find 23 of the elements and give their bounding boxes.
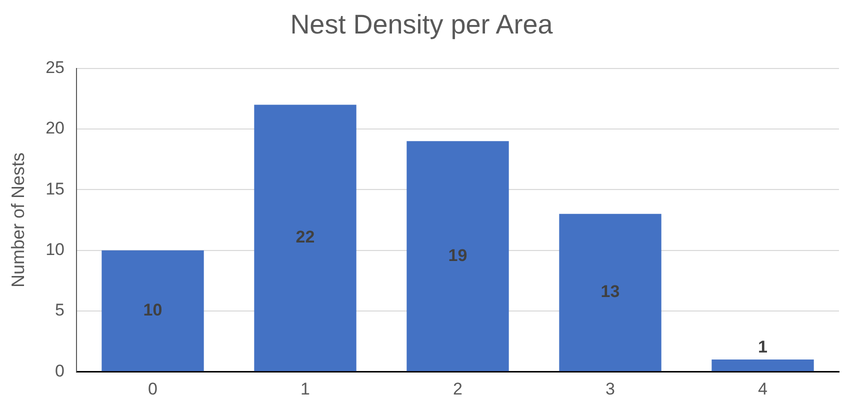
x-tick-label: 2 — [453, 379, 462, 398]
data-label: 1 — [758, 338, 768, 357]
x-tick-label: 4 — [758, 379, 768, 398]
y-tick-label: 25 — [46, 58, 65, 78]
bar — [559, 214, 662, 372]
data-label: 19 — [448, 246, 468, 265]
data-label: 13 — [600, 282, 620, 302]
y-tick-label: 5 — [55, 300, 65, 320]
x-tick-label: 3 — [606, 379, 615, 398]
bar — [102, 250, 204, 372]
bar — [406, 141, 509, 372]
data-label: 22 — [296, 228, 315, 247]
y-tick-label: 10 — [46, 240, 65, 260]
x-tick-label: 1 — [300, 379, 310, 398]
y-tick-label: 20 — [46, 118, 65, 138]
bar — [254, 104, 356, 372]
y-axis-title: Number of Nests — [8, 152, 28, 288]
bar — [712, 359, 814, 372]
x-tick-label: 0 — [148, 379, 158, 398]
y-tick-label: 15 — [46, 179, 65, 198]
chart-title: Nest Density per Area — [290, 10, 554, 40]
data-label: 10 — [143, 300, 162, 320]
y-tick-label: 0 — [55, 361, 65, 380]
